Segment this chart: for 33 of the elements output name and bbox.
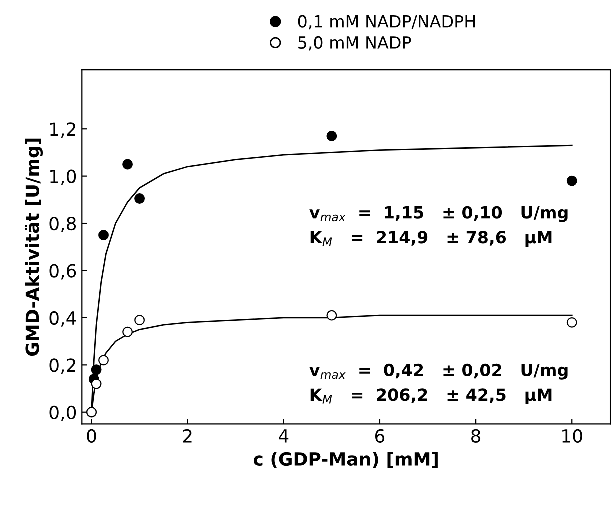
point <box>98 355 109 366</box>
point <box>91 378 102 390</box>
y-axis-title: GMD-Aktivität [U/mg] <box>25 138 44 356</box>
y-tick-label: 0,0 <box>50 406 76 422</box>
point <box>98 230 109 241</box>
text: K$_{M}$ = 206,2 ± 42,5 µM <box>310 388 552 405</box>
point <box>326 310 338 321</box>
x-tick-label: 0 <box>87 429 96 444</box>
point <box>326 130 338 142</box>
y-tick-label: 0,2 <box>50 358 76 374</box>
y-tick-label: 0,8 <box>50 216 76 232</box>
y-tick-label: 1,0 <box>50 170 76 186</box>
point <box>566 317 578 328</box>
x-tick-label: 4 <box>279 430 289 443</box>
point <box>91 364 102 376</box>
x-tick-label: 6 <box>375 429 385 444</box>
x-tick-label: 2 <box>183 429 192 443</box>
y-tick-label: 1,2 <box>50 122 76 138</box>
x-axis-title: c (GDP-Man) [mM] <box>254 452 438 468</box>
point <box>122 326 133 338</box>
point <box>122 159 133 170</box>
y-tick-label: 0,4 <box>50 311 76 327</box>
x-tick-label: 8 <box>472 429 481 444</box>
text: K$_{M}$ = 214,9 ± 78,6 µM <box>310 231 552 247</box>
annotation: v$_{max}$ = 1,15 ± 0,10 U/mg <box>310 206 568 222</box>
point <box>566 176 578 186</box>
annotation: v$_{max}$ = 0,42 ± 0,02 U/mg <box>310 364 568 380</box>
point <box>134 194 145 204</box>
point <box>134 315 145 326</box>
legend-label: 5,0 mM NADP <box>298 36 412 51</box>
legend-label: 0,1 mM NADP/NADPH <box>298 15 476 30</box>
y-tick-label: 0,6 <box>50 264 76 280</box>
x-tick-label: 10 <box>562 429 582 444</box>
